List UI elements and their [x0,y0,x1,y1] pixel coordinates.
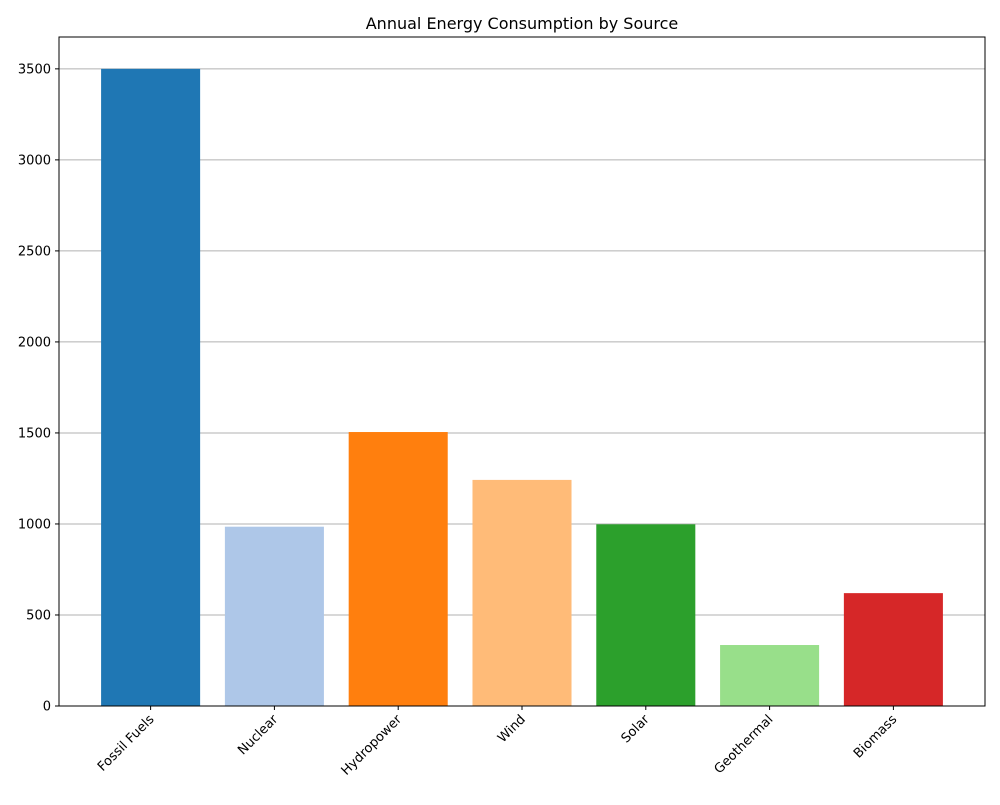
x-tick-label: Biomass [851,712,900,761]
bar-solar [596,524,696,706]
bar-fossil-fuels [101,68,201,707]
chart-title: Annual Energy Consumption by Source [366,14,679,33]
x-tick-label: Fossil Fuels [95,712,158,775]
y-axis-ticks: 0 500 1000 1500 2000 2500 3000 3500 [18,62,59,715]
x-tick-label: Hydropower [339,712,406,779]
y-tick-label: 3500 [18,62,51,77]
y-tick-label: 1500 [18,426,51,441]
x-tick-label: Wind [495,712,529,746]
bar-nuclear [224,526,324,706]
gridlines [59,68,985,616]
bar-geothermal [720,645,820,706]
x-axis-ticks: Fossil Fuels Nuclear Hydropower Wind Solar Ge… [95,706,900,779]
y-tick-label: 2000 [18,335,51,350]
x-tick-label: Solar [619,712,653,746]
x-tick-label: Nuclear [235,712,281,758]
x-tick-label: Geothermal [712,712,777,777]
bar-hydropower [348,432,448,706]
y-tick-label: 1000 [18,517,51,532]
bar-wind [472,479,572,706]
bar-biomass [843,593,943,706]
y-tick-label: 500 [26,608,51,623]
y-tick-label: 2500 [18,244,51,259]
y-tick-label: 0 [43,700,51,715]
y-tick-label: 3000 [18,153,51,168]
bars [101,68,943,707]
